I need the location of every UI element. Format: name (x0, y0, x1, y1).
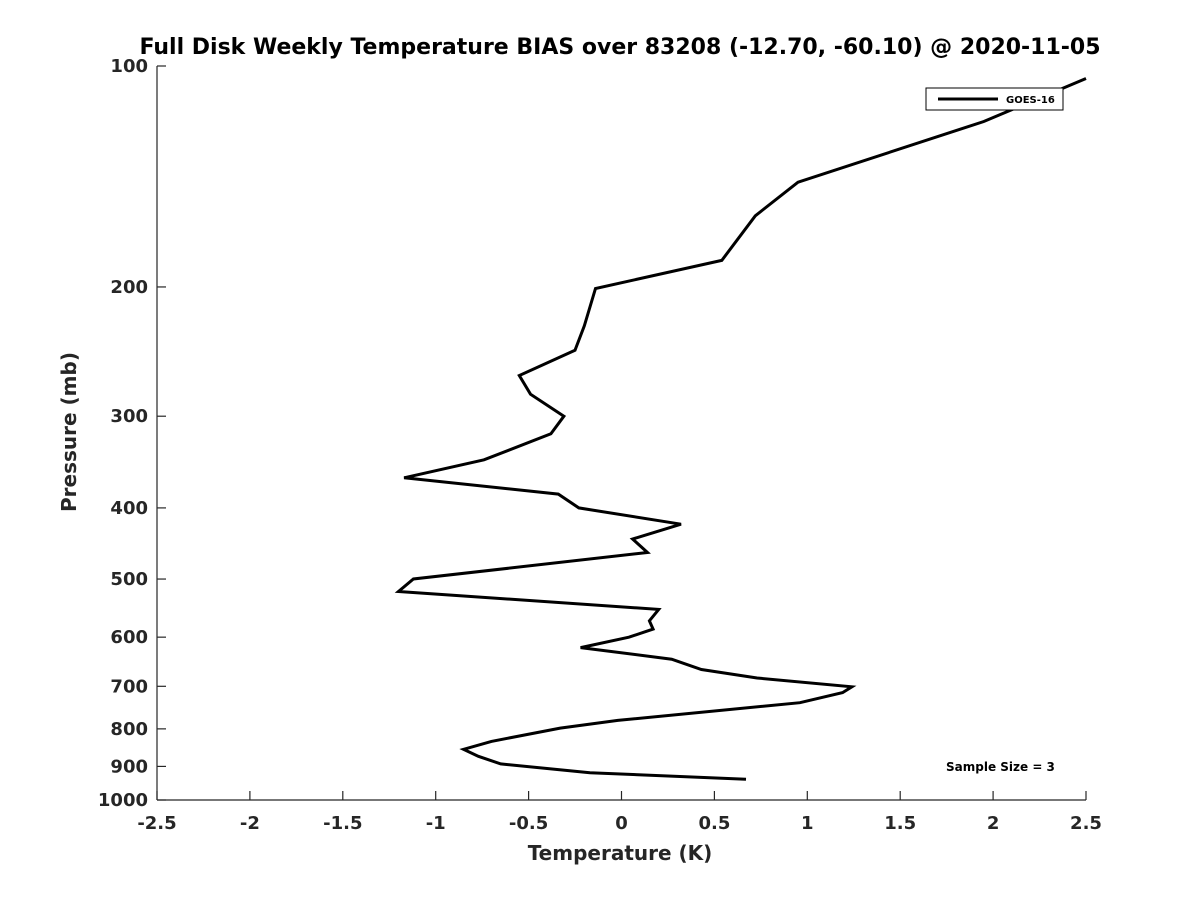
y-axis-label: Pressure (mb) (57, 352, 81, 512)
y-tick-label: 900 (110, 756, 148, 777)
x-tick-label: -1 (426, 813, 446, 834)
x-axis-ticks: -2.5 -2 -1.5 -1 -0.5 0 0.5 1 1.5 2 2.5 (137, 791, 1102, 834)
legend: GOES-16 (925, 87, 1064, 111)
y-tick-label: 700 (110, 676, 148, 697)
legend-label-goes-16: GOES-16 (1006, 95, 1055, 106)
y-tick-label: 200 (110, 277, 148, 298)
series-layer (394, 77, 1087, 781)
x-tick-label: 1 (801, 813, 814, 834)
x-tick-label: 0.5 (698, 813, 730, 834)
x-tick-label: 2 (987, 813, 1000, 834)
x-tick-label: -1.5 (323, 813, 362, 834)
y-tick-label: 100 (110, 56, 148, 77)
chart-title: Full Disk Weekly Temperature BIAS over 8… (139, 35, 1100, 60)
y-tick-label: 500 (110, 569, 148, 590)
x-tick-label: 0 (615, 813, 628, 834)
x-tick-label: -2 (240, 813, 260, 834)
x-tick-label: 2.5 (1070, 813, 1102, 834)
y-tick-label: 400 (110, 498, 148, 519)
y-tick-label: 300 (110, 406, 148, 427)
sample-size-annotation: Sample Size = 3 (946, 760, 1055, 774)
x-tick-label: 1.5 (884, 813, 916, 834)
y-axis-ticks: 100 200 300 400 500 600 700 800 900 1000 (98, 56, 166, 811)
y-tick-label: 1000 (98, 790, 148, 811)
y-tick-label: 600 (110, 627, 148, 648)
x-tick-label: -2.5 (137, 813, 176, 834)
series-line-goes-16 (394, 77, 1087, 781)
x-axis-label: Temperature (K) (528, 841, 713, 865)
y-tick-label: 800 (110, 719, 148, 740)
x-tick-label: -0.5 (509, 813, 548, 834)
